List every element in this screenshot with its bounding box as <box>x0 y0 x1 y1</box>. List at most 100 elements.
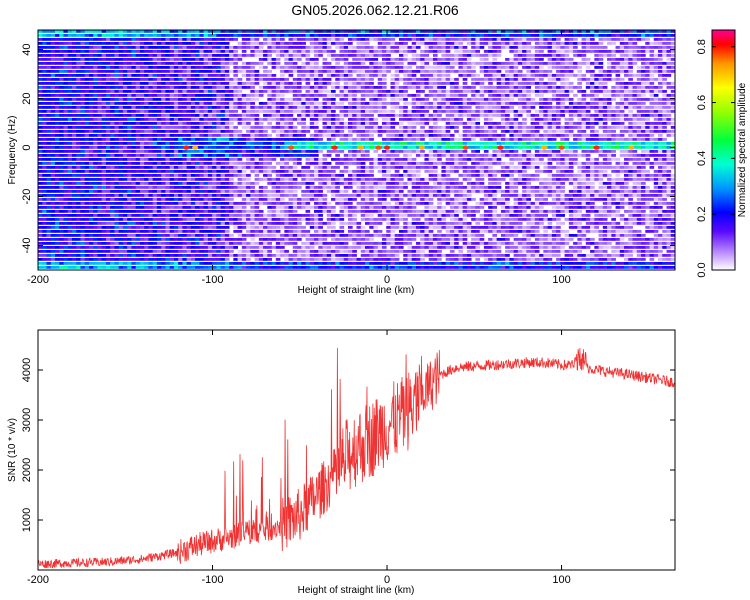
heatmap-cell <box>224 134 230 137</box>
heatmap-cell <box>186 226 192 229</box>
heatmap-cell <box>101 34 107 37</box>
heatmap-cell <box>131 262 137 265</box>
heatmap-cell <box>301 258 306 261</box>
heatmap-cell <box>46 234 52 237</box>
heatmap-cell <box>224 210 230 213</box>
heatmap-cell <box>377 166 383 169</box>
heatmap-cell <box>63 178 69 181</box>
heatmap-cell <box>88 170 94 173</box>
heatmap-cell <box>301 218 306 221</box>
heatmap-cell <box>237 154 243 157</box>
heatmap-cell <box>335 166 340 169</box>
heatmap-cell <box>284 58 289 61</box>
heatmap-cell <box>360 130 366 133</box>
heatmap-cell <box>246 198 251 201</box>
heatmap-cell <box>97 190 103 193</box>
heatmap-cell <box>195 150 200 153</box>
heatmap-cell <box>267 194 272 197</box>
heatmap-cell <box>97 126 103 129</box>
heatmap-cell <box>343 30 349 33</box>
heatmap-cell <box>178 138 183 141</box>
heatmap-cell <box>229 98 234 101</box>
heatmap-cell <box>233 118 238 121</box>
heatmap-cell <box>348 222 353 225</box>
heatmap-cell <box>71 166 77 169</box>
heatmap-cell <box>301 110 306 113</box>
heatmap-cell <box>216 58 222 61</box>
heatmap-cell <box>241 218 247 221</box>
heatmap-cell <box>364 234 370 237</box>
heatmap-cell <box>373 150 379 153</box>
heatmap-cell <box>314 46 319 49</box>
heatmap-cell <box>216 146 222 149</box>
heatmap-cell <box>335 122 340 125</box>
heatmap-cell <box>377 74 383 77</box>
heatmap-cell <box>250 118 255 121</box>
heatmap-cell <box>101 98 107 101</box>
heatmap-cell <box>314 206 319 209</box>
heatmap-cell <box>348 34 353 37</box>
heatmap-cell <box>63 138 69 141</box>
heatmap-cell <box>190 154 196 157</box>
heatmap-cell <box>381 122 387 125</box>
heatmap-cell <box>88 210 94 213</box>
heatmap-cell <box>67 78 73 81</box>
heatmap-cell <box>314 218 319 221</box>
heatmap-cell <box>309 110 315 113</box>
heatmap-cell <box>38 110 43 113</box>
heatmap-cell <box>38 102 43 105</box>
heatmap-cell <box>93 190 98 193</box>
heatmap-cell <box>271 138 277 141</box>
heatmap-cell <box>127 118 132 121</box>
heatmap-cell <box>182 134 188 137</box>
heatmap-cell <box>97 66 103 69</box>
heatmap-cell <box>275 266 281 269</box>
heatmap-cell <box>207 266 213 269</box>
heatmap-cell <box>381 50 387 53</box>
heatmap-cell <box>139 202 145 205</box>
heatmap-cell <box>93 54 98 57</box>
heatmap-cell <box>254 146 260 149</box>
heatmap-cell <box>212 58 217 61</box>
heatmap-cell <box>386 34 391 37</box>
heatmap-cell <box>190 178 196 181</box>
heatmap-cell <box>343 98 349 101</box>
heatmap-cell <box>59 34 64 37</box>
heatmap-cell <box>360 50 366 53</box>
heatmap-cell <box>54 166 60 169</box>
heatmap-cell <box>267 126 272 129</box>
heatmap-cell <box>369 138 374 141</box>
heatmap-cell <box>237 146 243 149</box>
heatmap-cell <box>241 110 247 113</box>
heatmap-cell <box>377 42 383 45</box>
heatmap-cell <box>195 262 200 265</box>
heatmap-cell <box>148 130 154 133</box>
heatmap-cell <box>356 226 362 229</box>
heatmap-cell <box>322 262 328 265</box>
heatmap-cell <box>122 50 128 53</box>
heatmap-cell <box>114 70 120 73</box>
heatmap-cell <box>127 234 132 237</box>
heatmap-cell <box>190 134 196 137</box>
heatmap-cell <box>292 34 298 37</box>
heatmap-cell <box>216 106 222 109</box>
heatmap-cell <box>199 66 205 69</box>
heatmap-cell <box>398 218 404 221</box>
heatmap-cell <box>156 234 162 237</box>
heatmap-cell <box>139 74 145 77</box>
heatmap-cell <box>280 158 285 161</box>
heatmap-cell <box>263 70 268 73</box>
heatmap-cell <box>71 170 77 173</box>
heatmap-cell <box>241 138 247 141</box>
heatmap-cell <box>212 146 217 149</box>
heatmap-cell <box>165 218 171 221</box>
heatmap-cell <box>54 154 60 157</box>
heatmap-cell <box>263 66 268 69</box>
heatmap-cell <box>165 38 171 41</box>
heatmap-cell <box>335 66 340 69</box>
heatmap-cell <box>190 162 196 165</box>
heatmap-cell <box>42 154 47 157</box>
heatmap-cell <box>182 182 188 185</box>
heatmap-cell <box>364 38 370 41</box>
heatmap-cell <box>59 158 64 161</box>
